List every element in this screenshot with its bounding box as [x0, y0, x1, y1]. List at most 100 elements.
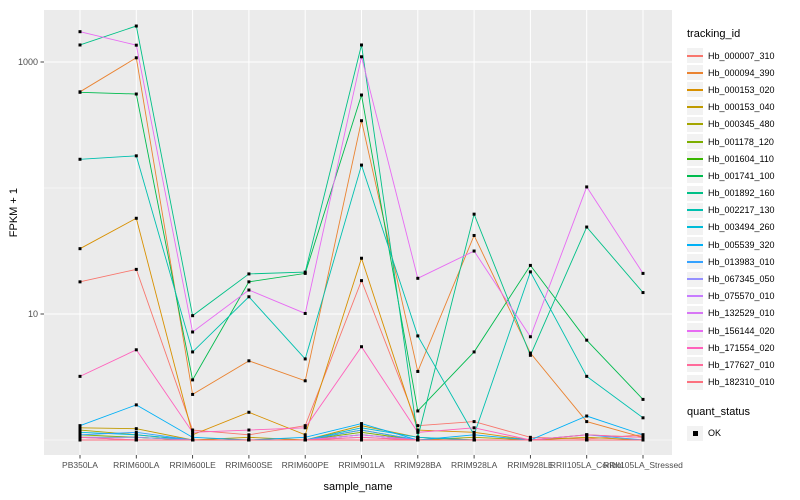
legend-items: Hb_000007_310 Hb_000094_390 Hb_000153_020 H…	[687, 47, 799, 391]
x-tick-label: RRIM928LA	[451, 460, 498, 470]
data-point	[585, 414, 589, 418]
data-point	[134, 433, 138, 437]
data-point	[78, 157, 82, 161]
data-point	[416, 428, 420, 432]
data-point	[78, 438, 82, 442]
data-point	[78, 426, 82, 430]
legend-item-label: Hb_001892_160	[708, 188, 775, 199]
legend-item: Hb_177627_010	[687, 356, 799, 373]
data-point	[416, 424, 420, 428]
legend-item-label: Hb_001604_110	[708, 153, 774, 164]
legend-item-label: OK	[708, 428, 722, 439]
data-point	[134, 216, 138, 220]
data-point	[472, 249, 476, 253]
data-point	[303, 438, 307, 442]
data-point	[360, 163, 363, 167]
line-swatch-icon	[687, 48, 703, 64]
x-tick-label: PB350LA	[62, 460, 98, 470]
legend-item-label: Hb_000007_310	[708, 50, 775, 61]
data-point	[472, 435, 476, 439]
legend-item: OK	[687, 425, 799, 442]
data-point	[416, 369, 420, 373]
data-point	[641, 433, 645, 437]
data-point	[360, 93, 363, 97]
data-point	[416, 409, 420, 413]
data-point	[416, 438, 420, 442]
data-point	[641, 416, 645, 420]
data-point	[472, 433, 476, 437]
data-point	[247, 435, 251, 439]
line-swatch-icon	[687, 116, 703, 132]
data-point	[360, 433, 363, 437]
data-point	[78, 247, 82, 251]
legend-item-label: Hb_003494_260	[708, 222, 775, 233]
legend-item: Hb_003494_260	[687, 219, 799, 236]
data-point	[78, 90, 82, 94]
tracking-id-legend: tracking_id Hb_000007_310 Hb_000094_390 Hb…	[687, 28, 799, 442]
legend-item: Hb_132529_010	[687, 305, 799, 322]
data-point	[134, 427, 138, 431]
data-point	[191, 433, 195, 437]
legend-item: Hb_000345_480	[687, 116, 799, 133]
legend-item-label: Hb_132529_010	[708, 308, 775, 319]
legend-item: Hb_000007_310	[687, 47, 799, 64]
data-point	[360, 426, 363, 430]
x-tick-label: RRIM600LE	[169, 460, 216, 470]
data-point	[472, 426, 476, 430]
x-tick-label: RRIM600SE	[225, 460, 273, 470]
legend-title: tracking_id	[687, 28, 741, 40]
data-point	[134, 435, 138, 439]
data-point	[134, 267, 138, 271]
data-point	[247, 438, 251, 442]
x-tick-label: RRII105LA_Stressed	[603, 460, 683, 470]
data-point	[360, 55, 363, 59]
data-point	[472, 212, 476, 216]
legend-item: Hb_001178_120	[687, 133, 799, 150]
line-swatch-icon	[687, 271, 703, 287]
data-point	[78, 280, 82, 284]
data-point	[78, 433, 82, 437]
data-point	[585, 420, 589, 424]
data-point	[134, 430, 138, 434]
data-point	[360, 430, 363, 434]
data-point	[360, 424, 363, 428]
quant-status-legend: quant_status OK	[687, 406, 799, 442]
legend-item-label: Hb_013983_010	[708, 256, 775, 267]
legend-item: Hb_001892_160	[687, 185, 799, 202]
data-point	[641, 438, 645, 442]
black-square-icon	[687, 425, 703, 441]
data-point	[134, 56, 138, 60]
line-swatch-icon	[687, 323, 703, 339]
legend-item-label: Hb_000153_020	[708, 84, 775, 95]
data-point	[528, 435, 532, 439]
data-point	[247, 428, 251, 432]
data-point	[585, 374, 589, 378]
data-point	[528, 335, 532, 339]
legend-item: Hb_067345_050	[687, 270, 799, 287]
data-point	[360, 422, 363, 426]
line-swatch-icon	[687, 305, 703, 321]
line-swatch-icon	[687, 168, 703, 184]
data-point	[78, 30, 82, 34]
legend-item: Hb_000153_020	[687, 81, 799, 98]
data-point	[247, 272, 251, 276]
data-point	[247, 295, 251, 299]
data-point	[641, 271, 645, 275]
line-swatch-icon	[687, 288, 703, 304]
quant-legend-title: quant_status	[687, 405, 750, 418]
legend-item-label: Hb_000345_480	[708, 119, 775, 130]
data-point	[416, 435, 420, 439]
legend-item: Hb_002217_130	[687, 202, 799, 219]
legend-item-label: Hb_001741_100	[708, 170, 775, 181]
data-point	[303, 270, 307, 274]
x-axis-title: sample_name	[323, 481, 393, 493]
data-point	[528, 263, 532, 267]
data-point	[303, 357, 307, 361]
legend-item: Hb_005539_320	[687, 236, 799, 253]
data-point	[360, 279, 363, 283]
x-tick-label: RRIM600PE	[282, 460, 330, 470]
legend-item: Hb_171554_020	[687, 339, 799, 356]
data-point	[360, 428, 363, 432]
legend-item: Hb_182310_010	[687, 374, 799, 391]
data-point	[134, 154, 138, 158]
